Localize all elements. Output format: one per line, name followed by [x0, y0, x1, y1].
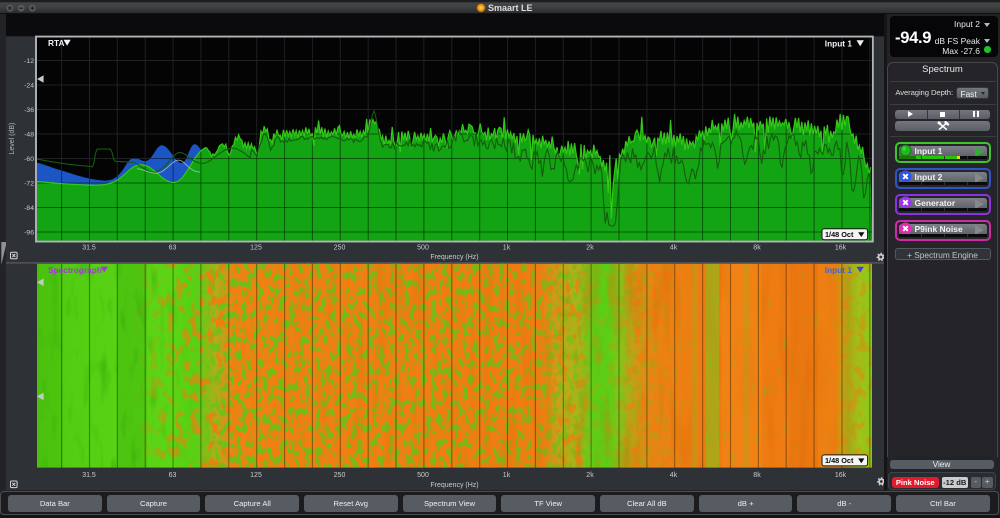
svg-text:4k: 4k: [670, 245, 678, 252]
svg-text:31.5: 31.5: [82, 472, 96, 479]
svg-text:-12: -12: [24, 58, 34, 65]
svg-text:1/48 Oct: 1/48 Oct: [825, 456, 854, 465]
svg-text:Spectrograph: Spectrograph: [48, 265, 102, 275]
svg-text:1k: 1k: [503, 472, 511, 479]
svg-text:-72: -72: [24, 180, 34, 187]
svg-text:500: 500: [417, 245, 429, 252]
svg-text:125: 125: [250, 245, 262, 252]
svg-text:2k: 2k: [586, 472, 594, 479]
svg-text:-60: -60: [24, 156, 34, 163]
svg-text:2k: 2k: [586, 245, 594, 252]
svg-text:-36: -36: [24, 107, 34, 114]
svg-text:RTA: RTA: [48, 38, 64, 48]
svg-text:16k: 16k: [835, 245, 847, 252]
svg-text:-84: -84: [24, 205, 34, 212]
svg-text:63: 63: [169, 245, 177, 252]
svg-text:-24: -24: [24, 82, 34, 89]
svg-text:250: 250: [334, 245, 346, 252]
svg-text:Level (dB): Level (dB): [9, 123, 16, 155]
svg-text:250: 250: [334, 472, 346, 479]
svg-text:500: 500: [417, 472, 429, 479]
svg-text:125: 125: [250, 472, 262, 479]
svg-text:31.5: 31.5: [82, 245, 96, 252]
svg-text:63: 63: [169, 472, 177, 479]
svg-text:4k: 4k: [670, 472, 678, 479]
svg-text:Frequency (Hz): Frequency (Hz): [430, 254, 478, 261]
svg-text:-48: -48: [24, 131, 34, 138]
svg-text:8k: 8k: [753, 245, 761, 252]
svg-text:Frequency (Hz): Frequency (Hz): [430, 482, 478, 489]
svg-text:8k: 8k: [753, 472, 761, 479]
svg-text:Input 1: Input 1: [825, 39, 853, 49]
svg-text:1k: 1k: [503, 245, 511, 252]
svg-text:-96: -96: [24, 229, 34, 236]
svg-text:16k: 16k: [835, 472, 847, 479]
svg-text:Input 1: Input 1: [825, 265, 853, 275]
svg-text:1/48 Oct: 1/48 Oct: [825, 230, 854, 239]
